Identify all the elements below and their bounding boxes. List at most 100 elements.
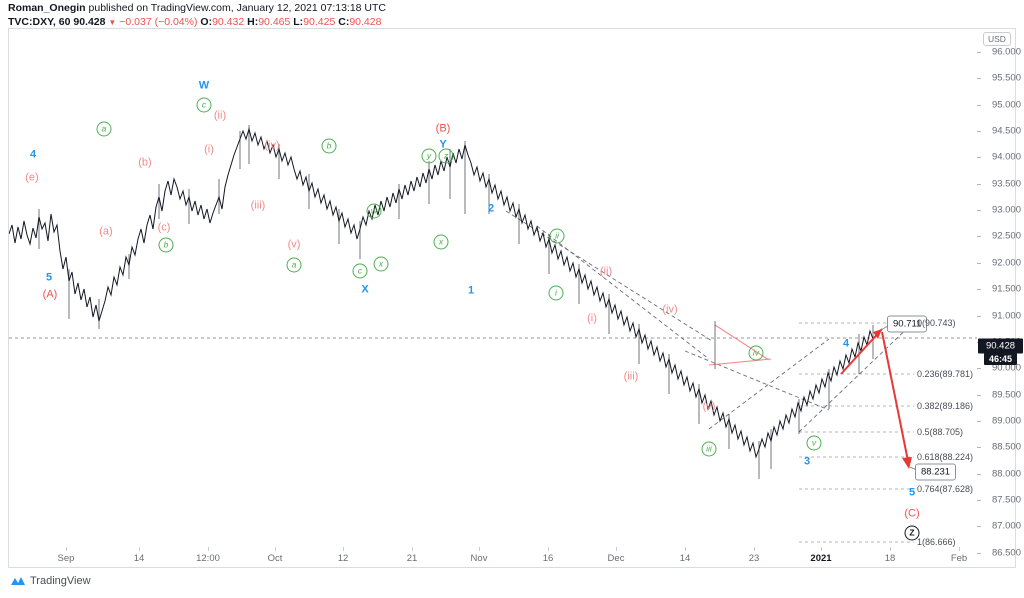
- price-tick-label: 91.000: [991, 310, 1021, 321]
- last-price: 90.428: [73, 15, 106, 28]
- wave-label-iii: (iii): [250, 199, 266, 212]
- fib-label-0: 0(90.743): [917, 318, 956, 328]
- time-tick-label: 2021: [810, 553, 832, 564]
- time-tick-mark: [479, 547, 480, 551]
- time-tick-mark: [139, 547, 140, 551]
- ohlc-l-label: L:: [293, 15, 304, 28]
- wave-label-ii: (ii): [213, 109, 227, 122]
- fib-label-764: 0.764(87.628): [917, 484, 974, 494]
- target-low-callout[interactable]: 88.231: [915, 463, 957, 481]
- fib-label-236: 0.236(89.781): [917, 369, 974, 379]
- time-tick-mark: [275, 547, 276, 551]
- time-tick-mark: [685, 547, 686, 551]
- fib-level-lines: [799, 322, 914, 543]
- time-tick-mark: [959, 547, 960, 551]
- price-tick-mark: [977, 420, 981, 422]
- time-tick-mark: [548, 547, 549, 551]
- wave-label-c2-circle: c: [352, 263, 368, 279]
- tradingview-wordmark: TradingView: [30, 575, 91, 587]
- tradingview-mountain-icon: [11, 577, 25, 585]
- bar-countdown: 46:45: [984, 352, 1017, 365]
- wave-label-b-paren: (b): [138, 156, 152, 169]
- wave-label-W: W: [198, 79, 210, 92]
- wave-label-iv2: (iv): [662, 303, 678, 316]
- wave-label-Y: Y: [439, 138, 447, 151]
- down-triangle-icon: ▼: [108, 17, 117, 27]
- wave-label-ii-circle: ii: [549, 228, 565, 244]
- time-tick-label: 16: [542, 553, 554, 564]
- wave-label-i: (i): [204, 143, 214, 156]
- price-tick-mark: [977, 52, 981, 53]
- time-tick-mark: [616, 547, 617, 551]
- time-tick-mark: [890, 547, 891, 551]
- wave-label-e: (e): [25, 171, 39, 184]
- trend-channel-lines: [505, 210, 918, 433]
- time-tick-label: Feb: [950, 553, 968, 564]
- tradingview-logo[interactable]: TradingView: [10, 575, 91, 587]
- price-tick-mark: [977, 78, 981, 80]
- time-axis[interactable]: Sep 14 12:00 Oct 12 21 Nov 16 Dec 14 23 2021 18 Feb: [9, 547, 1016, 567]
- ohlc-high: 90.465: [258, 15, 291, 28]
- wave-label-iii-circle: iii: [701, 441, 717, 457]
- price-tick-mark: [977, 157, 981, 159]
- price-tick-mark: [977, 131, 981, 133]
- callout-leaders: [880, 322, 922, 473]
- price-tick-label: 94.500: [991, 125, 1021, 137]
- wave-label-v2: (v): [702, 400, 716, 413]
- price-tick-label: 86.500: [991, 547, 1021, 559]
- wave-label-1: 1: [467, 284, 475, 297]
- time-tick-label: 12:00: [196, 553, 220, 564]
- wave-label-iv: (iv): [264, 139, 280, 152]
- wave-label-C: (C): [904, 507, 920, 520]
- wave-label-c-paren: (c): [157, 221, 171, 234]
- chart-frame: [8, 28, 1016, 568]
- wave-label-4: 4: [29, 148, 37, 161]
- time-tick-label: 12: [337, 553, 349, 564]
- ohlc-low: 90.425: [303, 15, 336, 28]
- wave-label-a-paren: (a): [99, 225, 113, 238]
- ohlc-close: 90.428: [349, 15, 382, 28]
- symbol-label[interactable]: TVC:DXY, 60: [8, 15, 71, 28]
- price-tick-mark: [977, 183, 981, 185]
- price-tick-label: 90.000: [991, 362, 1021, 374]
- wave-label-i-circle: i: [548, 285, 564, 301]
- price-tick-mark: [977, 104, 981, 106]
- wave-label-w-circle: w: [366, 203, 382, 219]
- wave-label-y-circle: y: [421, 148, 437, 164]
- wave-label-v: (v): [287, 238, 301, 251]
- wave-label-a-circle: a: [96, 121, 112, 137]
- ohlc-h-label: H:: [247, 15, 259, 28]
- time-tick-label: 18: [884, 553, 896, 564]
- wave-label-B: (B): [435, 122, 451, 135]
- wave-label-3: 3: [803, 455, 811, 468]
- pink-wedge-pattern: [708, 324, 772, 366]
- price-tick-label: 93.500: [991, 178, 1021, 190]
- price-tick-mark: [977, 473, 981, 475]
- price-series-svg: [9, 125, 977, 543]
- price-tick-mark: [977, 236, 981, 238]
- chart-plot-area[interactable]: 4 (e) 5 (A) a (a) (b) (c) b W c (i) (ii)…: [9, 29, 977, 547]
- wave-label-i2: (i): [587, 312, 597, 325]
- price-axis[interactable]: USD 96.000 95.500 95.000 94.500 94.000 93.500…: [977, 29, 1024, 558]
- price-bars: [38, 125, 874, 479]
- ohlc-c-label: C:: [338, 15, 350, 28]
- price-tick-label: 91.500: [991, 283, 1021, 295]
- time-tick-mark: [754, 547, 755, 551]
- wave-label-ii2: (ii): [599, 265, 613, 278]
- current-price-tag: 90.428: [978, 338, 1023, 354]
- currency-badge[interactable]: USD: [983, 32, 1011, 46]
- wave-label-b2-circle: b: [321, 138, 337, 154]
- price-tick-label: 87.500: [991, 494, 1021, 506]
- wave-label-x-circle: x: [373, 256, 389, 272]
- target-high-callout[interactable]: 90.711: [887, 315, 928, 333]
- wave-label-z-circle: z: [438, 148, 454, 164]
- price-tick-mark: [977, 552, 981, 554]
- time-tick-mark: [343, 547, 344, 551]
- ohlc-open: 90.432: [212, 15, 245, 28]
- time-tick-mark: [66, 547, 67, 551]
- wave-label-iv-circle: iv: [748, 345, 764, 361]
- author-name[interactable]: Roman_Onegin: [8, 2, 86, 14]
- price-tick-mark: [977, 526, 981, 528]
- price-tick-mark: [977, 315, 981, 317]
- time-tick-label: 14: [133, 553, 145, 564]
